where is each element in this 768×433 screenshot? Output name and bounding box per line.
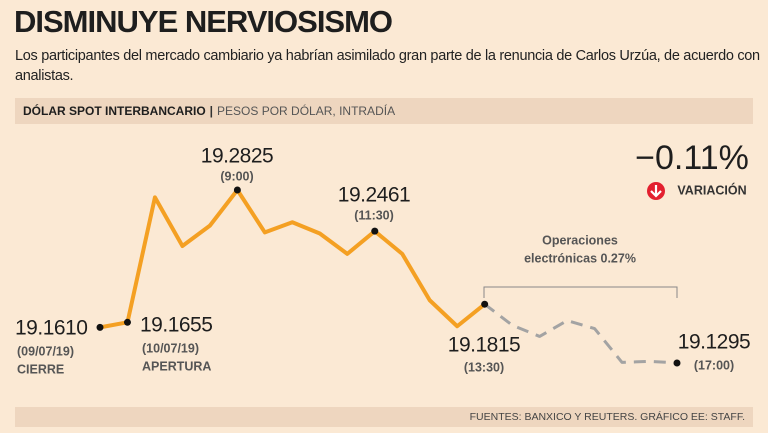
point bbox=[371, 227, 379, 235]
point-note: (13:30) bbox=[464, 360, 504, 374]
down-arrow bbox=[650, 185, 662, 198]
line-series bbox=[99, 188, 486, 330]
chart-title: DISMINUYE NERVIOSISMO bbox=[14, 4, 393, 39]
source: FUENTES: BANXICO Y REUTERS. GRÁFICO EE: … bbox=[469, 411, 745, 423]
point-note: (11:30) bbox=[354, 208, 394, 222]
line-series bbox=[483, 303, 678, 365]
data-label: 19.2461 bbox=[338, 184, 410, 207]
footer-bar: FUENTES: BANXICO Y REUTERS. GRÁFICO EE: … bbox=[15, 407, 753, 427]
point bbox=[233, 186, 241, 194]
data-label: 19.2825 bbox=[201, 145, 273, 168]
header-unit: PESOS POR DÓLAR, INTRADÍA bbox=[217, 104, 396, 118]
point bbox=[123, 318, 131, 326]
bracket-annotation: Operaciones bbox=[542, 233, 618, 247]
data-label: 19.1655 bbox=[140, 314, 212, 337]
change-value: −0.11% bbox=[635, 139, 749, 177]
header: DÓLAR SPOT INTERBANCARIO bbox=[23, 104, 206, 118]
subtitle: Los participantes del mercado cambiario … bbox=[15, 48, 760, 84]
point bbox=[481, 300, 489, 308]
bracket bbox=[483, 286, 678, 298]
point-tag: APERTURA bbox=[142, 359, 211, 373]
separator: | bbox=[209, 104, 214, 118]
point-note: (10/07/19) bbox=[142, 341, 199, 355]
point bbox=[673, 359, 681, 367]
bracket-annotation: electrónicas 0.27% bbox=[524, 251, 636, 265]
point-note: (9:00) bbox=[220, 169, 253, 183]
point-tag: CIERRE bbox=[17, 362, 64, 376]
point-note: (09/07/19) bbox=[17, 344, 74, 358]
data-label: 19.1610 bbox=[15, 317, 87, 340]
change-label: VARIACIÓN bbox=[677, 182, 746, 197]
data-label: 19.1295 bbox=[678, 331, 750, 354]
point bbox=[96, 323, 104, 331]
header-bar: DÓLAR SPOT INTERBANCARIO | PESOS POR DÓLAR… bbox=[15, 98, 753, 124]
data-label: 19.1815 bbox=[448, 334, 520, 357]
point-note: (17:00) bbox=[694, 358, 734, 372]
